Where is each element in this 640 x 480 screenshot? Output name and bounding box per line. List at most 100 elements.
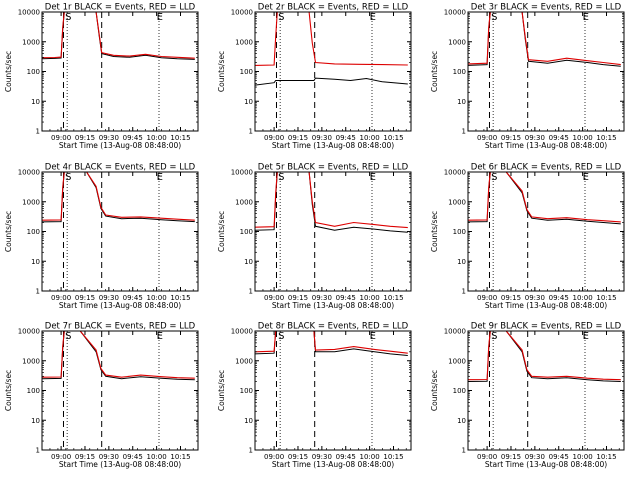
plot-area (42, 172, 195, 291)
y-tick-label: 10000 (231, 328, 253, 336)
x-tick-label: 09:30 (525, 134, 545, 142)
y-tick-label: 1000 (22, 198, 40, 206)
marker-e: E (583, 172, 589, 183)
x-tick-label: 10:15 (596, 134, 616, 142)
x-axis-label: Start Time (13-Aug-08 08:48:00) (272, 141, 394, 150)
y-tick-label: 10000 (444, 9, 466, 17)
y-tick-label: 10 (457, 98, 466, 106)
marker-s: S (491, 331, 497, 342)
y-tick-label: 10000 (231, 169, 253, 177)
x-tick-label: 10:00 (573, 134, 593, 142)
x-tick-label: 10:00 (360, 134, 380, 142)
y-tick-label: 1 (36, 447, 40, 455)
y-axis-label: Counts/sec (217, 370, 226, 411)
x-tick-label: 09:15 (288, 134, 308, 142)
plot-area (468, 172, 621, 291)
x-tick-label: 09:00 (51, 134, 71, 142)
y-axis-label: Counts/sec (217, 51, 226, 92)
marker-s: S (278, 331, 284, 342)
x-tick-label: 09:00 (51, 294, 71, 302)
panel-title: Det 8r BLACK = Events, RED = LLD (258, 322, 409, 332)
panel-title: Det 5r BLACK = Events, RED = LLD (258, 163, 409, 173)
x-tick-label: 10:00 (147, 294, 167, 302)
panel-title: Det 3r BLACK = Events, RED = LLD (471, 3, 622, 13)
y-tick-label: 1 (36, 128, 40, 136)
x-axis-label: Start Time (13-Aug-08 08:48:00) (272, 301, 394, 310)
marker-e: E (370, 172, 376, 183)
y-tick-label: 1000 (22, 357, 40, 365)
y-tick-label: 10 (244, 417, 253, 425)
marker-s: S (491, 172, 497, 183)
marker-e: E (157, 331, 163, 342)
marker-s: S (278, 172, 284, 183)
y-axis-label: Counts/sec (4, 211, 13, 252)
panel-title: Det 4r BLACK = Events, RED = LLD (45, 163, 196, 173)
panel-title: Det 1r BLACK = Events, RED = LLD (45, 3, 196, 13)
lld-series-line (255, 172, 408, 229)
x-tick-label: 10:15 (170, 134, 190, 142)
x-tick-label: 09:45 (549, 134, 569, 142)
x-tick-label: 09:00 (264, 134, 284, 142)
x-tick-label: 09:45 (336, 294, 356, 302)
marker-e: E (370, 331, 376, 342)
x-axis-label: Start Time (13-Aug-08 08:48:00) (59, 301, 181, 310)
x-tick-label: 09:45 (123, 453, 143, 461)
plot-area (468, 331, 621, 450)
x-tick-label: 09:30 (312, 134, 332, 142)
y-tick-label: 100 (453, 387, 466, 395)
panel-title: Det 7r BLACK = Events, RED = LLD (45, 322, 196, 332)
y-tick-label: 100 (240, 68, 253, 76)
x-axis-label: Start Time (13-Aug-08 08:48:00) (59, 460, 181, 469)
lld-series-line (468, 172, 621, 223)
x-tick-label: 10:15 (596, 294, 616, 302)
y-tick-label: 1000 (235, 357, 253, 365)
x-tick-label: 09:45 (549, 294, 569, 302)
x-tick-label: 09:30 (99, 134, 119, 142)
y-tick-label: 1000 (235, 198, 253, 206)
panel-title: Det 9r BLACK = Events, RED = LLD (471, 322, 622, 332)
marker-s: S (278, 12, 284, 23)
x-tick-label: 09:15 (288, 294, 308, 302)
lld-series-line (42, 172, 195, 221)
x-tick-label: 09:00 (264, 294, 284, 302)
x-axis-label: Start Time (13-Aug-08 08:48:00) (59, 141, 181, 150)
x-tick-label: 10:15 (170, 453, 190, 461)
marker-s: S (65, 172, 71, 183)
y-tick-label: 10000 (18, 9, 40, 17)
y-tick-label: 10000 (231, 9, 253, 17)
y-tick-label: 1 (462, 288, 466, 296)
y-tick-label: 1 (249, 447, 253, 455)
x-tick-label: 09:30 (525, 294, 545, 302)
x-tick-label: 09:15 (501, 294, 521, 302)
y-tick-label: 10 (31, 417, 40, 425)
x-tick-label: 09:15 (75, 453, 95, 461)
marker-s: S (491, 12, 497, 23)
lld-series-line (42, 331, 195, 379)
y-tick-label: 10 (31, 258, 40, 266)
y-tick-label: 10000 (444, 328, 466, 336)
marker-s: S (65, 12, 71, 23)
axes-frame (467, 11, 625, 132)
y-tick-label: 100 (240, 387, 253, 395)
x-axis-label: Start Time (13-Aug-08 08:48:00) (485, 141, 607, 150)
x-axis-label: Start Time (13-Aug-08 08:48:00) (485, 460, 607, 469)
axes-frame (41, 11, 199, 132)
marker-s: S (65, 331, 71, 342)
y-tick-label: 10000 (18, 328, 40, 336)
plot-area (42, 331, 195, 450)
x-tick-label: 09:30 (99, 453, 119, 461)
lld-series-line (42, 12, 195, 59)
marker-e: E (583, 331, 589, 342)
lld-series-line (468, 12, 621, 66)
axes-frame (467, 171, 625, 292)
x-tick-label: 09:45 (123, 134, 143, 142)
y-tick-label: 1 (36, 288, 40, 296)
axes-frame (254, 171, 412, 292)
